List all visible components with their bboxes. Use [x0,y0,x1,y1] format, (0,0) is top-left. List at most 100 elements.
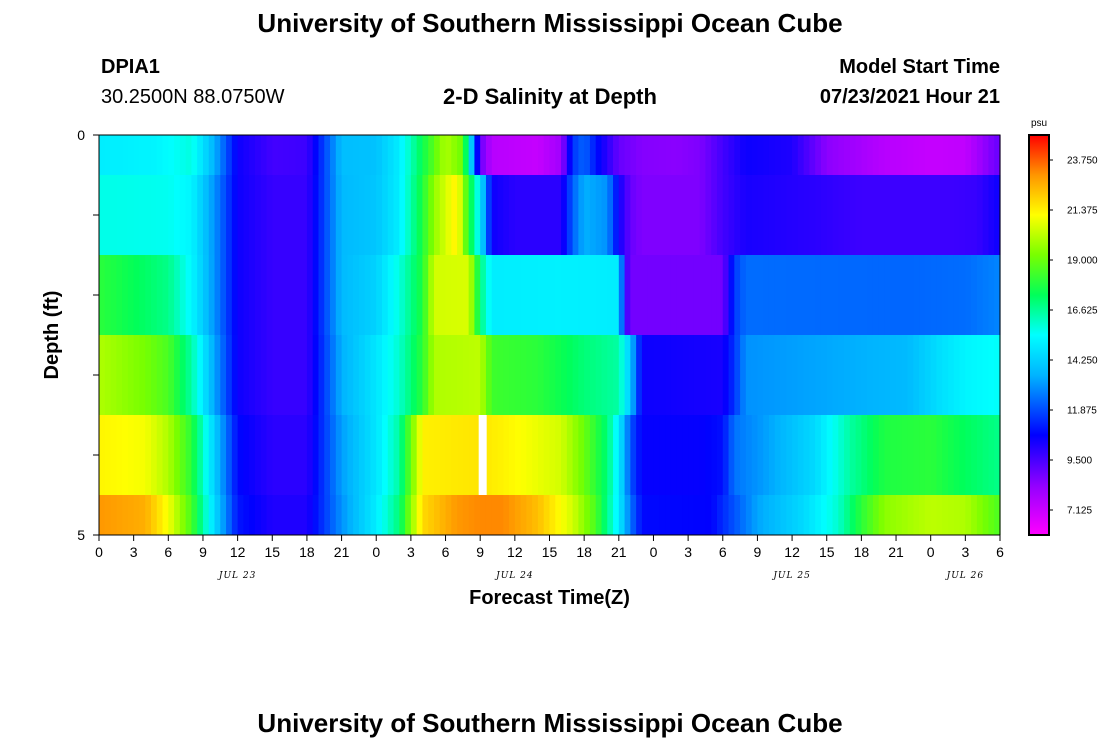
heatmap-cell [249,175,256,255]
heatmap-cell [711,135,718,175]
heatmap-cell [289,135,296,175]
heatmap-cell [757,135,764,175]
heatmap-cell [220,135,227,175]
heatmap-cell [226,495,233,535]
heatmap-cell [503,255,510,335]
x-tick-label: 12 [784,544,800,560]
heatmap-layer-5 [99,495,1001,535]
heatmap-cell [688,415,695,495]
heatmap-cell [751,495,759,535]
heatmap-cell [376,415,383,495]
heatmap-cell [728,255,735,335]
heatmap-cell [289,415,296,495]
heatmap-cell [226,415,233,495]
heatmap-cell [399,135,406,175]
heatmap-cell [867,175,874,255]
heatmap-cell [624,175,631,255]
heatmap-cell [104,175,112,255]
heatmap-cell [959,175,966,255]
heatmap-cell [260,175,268,255]
heatmap-cell [815,495,822,535]
heatmap-cell [907,495,914,535]
heatmap-cell [913,495,920,535]
heatmap-cell [589,415,597,495]
heatmap-cell [705,335,712,415]
heatmap-cell [693,255,701,335]
heatmap-cell [532,495,539,535]
heatmap-cell [537,415,545,495]
heatmap-cell [971,335,978,415]
heatmap-cell [653,335,660,415]
heatmap-cell [179,255,187,335]
heatmap-cell [364,495,372,535]
heatmap-cell [543,135,551,175]
x-tick-label: 18 [299,544,315,560]
heatmap-cell [624,255,631,335]
heatmap-cell [913,255,920,335]
heatmap-cell [682,255,689,335]
heatmap-cell [624,135,631,175]
heatmap-cell [561,335,568,415]
heatmap-cell [815,415,822,495]
heatmap-cell [405,175,412,255]
heatmap-cell [768,255,776,335]
heatmap-cell [133,415,141,495]
heatmap-cell [757,335,764,415]
heatmap-cell [162,135,169,175]
heatmap-cell [994,135,1001,175]
heatmap-cell [832,415,839,495]
heatmap-cell [838,255,845,335]
heatmap-cell [197,415,204,495]
heatmap-cell [971,175,978,255]
heatmap-cell [682,135,689,175]
heatmap-cell [872,335,880,415]
heatmap-cell [907,255,914,335]
x-tick-label: 3 [130,544,138,560]
heatmap-cell [150,415,158,495]
heatmap-cell [537,335,545,415]
heatmap-cell [197,335,204,415]
heatmap-cell [462,255,470,335]
heatmap-cell [509,495,516,535]
heatmap-cell [110,175,117,255]
heatmap-cell [272,255,279,335]
heatmap-cell [370,135,377,175]
heatmap-cell [942,135,949,175]
heatmap-cell [930,495,938,535]
heatmap-cell [913,135,920,175]
heatmap-cell [676,335,683,415]
heatmap-cell [716,255,724,335]
heatmap-cell [462,175,470,255]
heatmap-cell [971,255,978,335]
heatmap-cell [849,175,857,255]
heatmap-cell [532,255,539,335]
colorbar-label: 19.000 [1067,256,1098,267]
heatmap-cell [838,135,845,175]
heatmap-cell [751,415,759,495]
heatmap-cell [867,335,874,415]
heatmap-cell [826,495,834,535]
heatmap-cell [133,255,141,335]
heatmap-cell [457,335,464,415]
heatmap-cell [901,175,909,255]
x-tick-label: 21 [334,544,350,560]
heatmap-cell [809,135,816,175]
heatmap-cell [509,415,516,495]
heatmap-cell [566,175,574,255]
heatmap-cell [514,495,522,535]
heatmap-cell [104,495,112,535]
heatmap-cell [768,335,776,415]
heatmap-cell [364,255,372,335]
heatmap-cell [220,255,227,335]
heatmap-cell [780,175,787,255]
heatmap-cell [122,495,129,535]
date-label: JUL 26 [945,571,984,581]
x-tick-label: 9 [476,544,484,560]
heatmap-cell [688,335,695,415]
heatmap-cell [890,255,897,335]
heatmap-cell [601,135,608,175]
heatmap-cell [792,135,799,175]
heatmap-cell [676,495,683,535]
heatmap-cell [318,255,325,335]
heatmap-cell [919,415,926,495]
